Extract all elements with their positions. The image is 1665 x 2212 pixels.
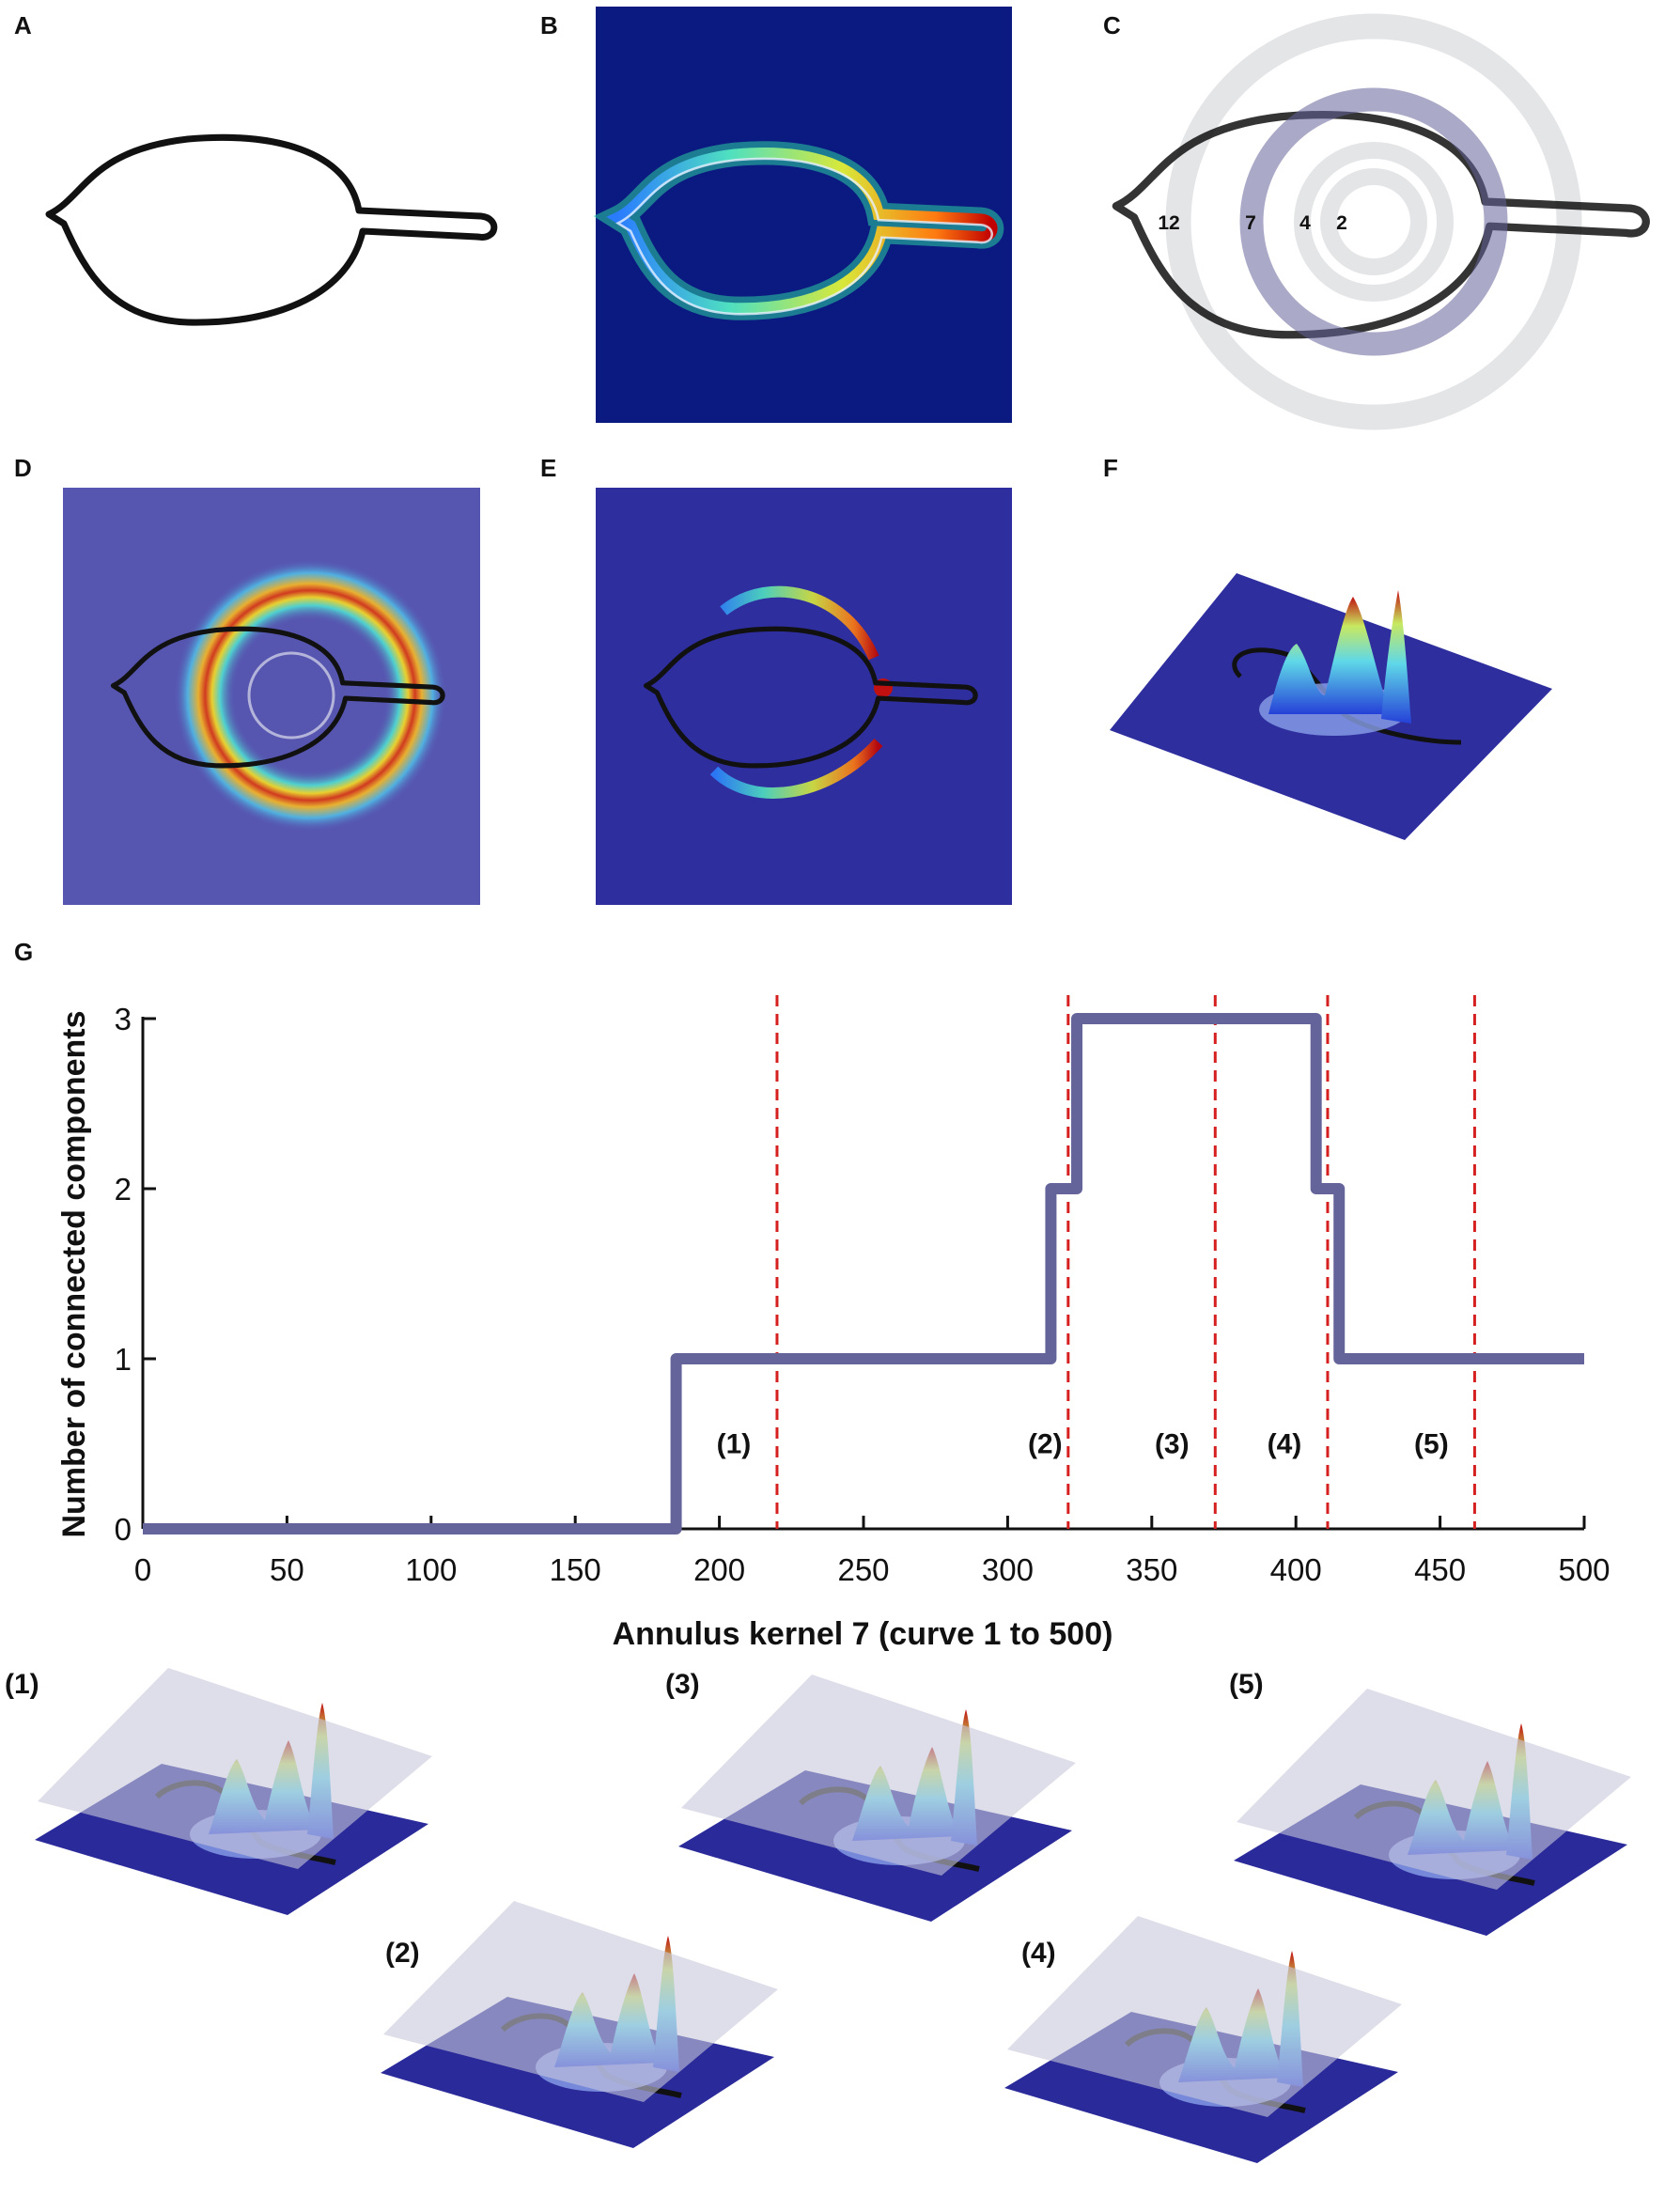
y-tick-label: 2: [115, 1172, 132, 1207]
y-tick-label: 3: [115, 1002, 132, 1036]
inset-surface-2: [381, 1901, 778, 2148]
y-tick-label: 0: [115, 1512, 132, 1547]
inset-surface-4: [1004, 1916, 1402, 2163]
kernel-label-12: 12: [1158, 212, 1179, 234]
region-annotation: (3): [1155, 1429, 1190, 1460]
panel-label-b: B: [540, 11, 558, 39]
x-tick-label: 50: [270, 1552, 304, 1587]
convolution-d: [63, 488, 480, 905]
inset-surface-1: [35, 1668, 432, 1915]
convolution-e: [596, 488, 1012, 905]
panel-label-f: F: [1103, 454, 1118, 482]
x-tick-label: 150: [550, 1552, 601, 1587]
inset-label-3: (3): [665, 1669, 700, 1700]
inset-surface-3: [678, 1675, 1076, 1922]
region-annotation: (5): [1414, 1429, 1449, 1460]
kernel-label-7: 7: [1245, 212, 1256, 234]
x-tick-label: 0: [134, 1552, 151, 1587]
x-tick-label: 500: [1558, 1552, 1610, 1587]
region-annotation: (1): [717, 1429, 752, 1460]
kernel-label-2: 2: [1336, 212, 1347, 234]
inset-surface-5: [1234, 1689, 1631, 1936]
inset-label-5: (5): [1229, 1669, 1264, 1700]
region-annotation: (2): [1028, 1429, 1063, 1460]
x-tick-label: 450: [1414, 1552, 1466, 1587]
leaf-contour: [49, 137, 494, 322]
panel-label-g: G: [14, 938, 33, 966]
y-tick-label: 1: [115, 1342, 132, 1377]
surface-f: [1110, 573, 1552, 840]
step-series-line: [143, 1013, 1584, 1534]
x-axis-label: Annulus kernel 7 (curve 1 to 500): [613, 1616, 1113, 1652]
chart-g: 0 50 100 150 200 250 300 350 400 450 500 0 1 2 3 (1) (2)…: [115, 995, 1611, 1587]
panel-label-e: E: [540, 454, 556, 482]
x-tick-label: 100: [405, 1552, 457, 1587]
x-tick-label: 250: [837, 1552, 889, 1587]
panel-label-a: A: [14, 11, 32, 39]
y-axis-label: Number of connected components: [56, 1010, 92, 1537]
x-tick-label: 200: [693, 1552, 745, 1587]
panel-label-d: D: [14, 454, 32, 482]
x-tick-label: 350: [1126, 1552, 1177, 1587]
x-tick-label: 400: [1270, 1552, 1322, 1587]
kernel-label-4: 4: [1299, 212, 1311, 234]
inset-label-4: (4): [1021, 1938, 1056, 1969]
inset-label-1: (1): [5, 1669, 39, 1700]
heatmap-b: [596, 7, 1012, 423]
x-tick-label: 300: [982, 1552, 1034, 1587]
inset-label-2: (2): [385, 1938, 420, 1969]
highlighted-annulus-7: [1239, 87, 1508, 356]
panel-label-c: C: [1103, 11, 1121, 39]
region-annotation: (4): [1268, 1429, 1302, 1460]
annulus-kernels: [1116, 13, 1646, 430]
